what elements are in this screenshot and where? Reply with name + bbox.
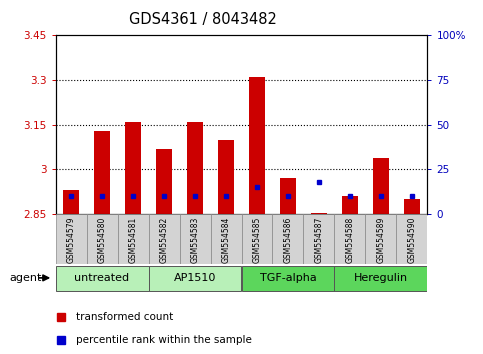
- Bar: [211, 214, 242, 264]
- Text: GSM554583: GSM554583: [190, 217, 199, 263]
- Text: percentile rank within the sample: percentile rank within the sample: [76, 335, 252, 346]
- Text: GDS4361 / 8043482: GDS4361 / 8043482: [129, 12, 277, 27]
- Bar: [311, 213, 327, 214]
- Bar: [117, 214, 149, 264]
- Text: transformed count: transformed count: [76, 312, 173, 322]
- Bar: [272, 214, 303, 264]
- Bar: [280, 178, 296, 214]
- Text: GSM554588: GSM554588: [345, 217, 355, 263]
- Text: GSM554590: GSM554590: [408, 217, 416, 263]
- Text: GSM554579: GSM554579: [67, 217, 75, 263]
- Bar: [94, 131, 110, 214]
- Text: GSM554586: GSM554586: [284, 217, 293, 263]
- Bar: [86, 214, 117, 264]
- Bar: [397, 214, 427, 264]
- Bar: [373, 158, 389, 214]
- Text: agent: agent: [10, 273, 42, 283]
- Bar: [56, 266, 149, 291]
- Bar: [180, 214, 211, 264]
- Bar: [334, 266, 427, 291]
- Text: untreated: untreated: [74, 273, 129, 283]
- Bar: [125, 122, 141, 214]
- Bar: [56, 214, 86, 264]
- Text: GSM554589: GSM554589: [376, 217, 385, 263]
- Text: Heregulin: Heregulin: [354, 273, 408, 283]
- Bar: [218, 140, 234, 214]
- Bar: [334, 214, 366, 264]
- Bar: [63, 190, 79, 214]
- Bar: [187, 122, 203, 214]
- Bar: [156, 149, 172, 214]
- Bar: [303, 214, 334, 264]
- Bar: [242, 214, 272, 264]
- Text: AP1510: AP1510: [174, 273, 216, 283]
- Text: GSM554584: GSM554584: [222, 217, 230, 263]
- Text: GSM554585: GSM554585: [253, 217, 261, 263]
- Bar: [366, 214, 397, 264]
- Text: GSM554587: GSM554587: [314, 217, 324, 263]
- Text: TGF-alpha: TGF-alpha: [260, 273, 316, 283]
- Text: GSM554581: GSM554581: [128, 217, 138, 263]
- Bar: [342, 196, 358, 214]
- Bar: [149, 214, 180, 264]
- Text: GSM554580: GSM554580: [98, 217, 107, 263]
- Bar: [404, 199, 420, 214]
- Text: GSM554582: GSM554582: [159, 217, 169, 263]
- Bar: [242, 266, 334, 291]
- Bar: [249, 77, 265, 214]
- Bar: [149, 266, 242, 291]
